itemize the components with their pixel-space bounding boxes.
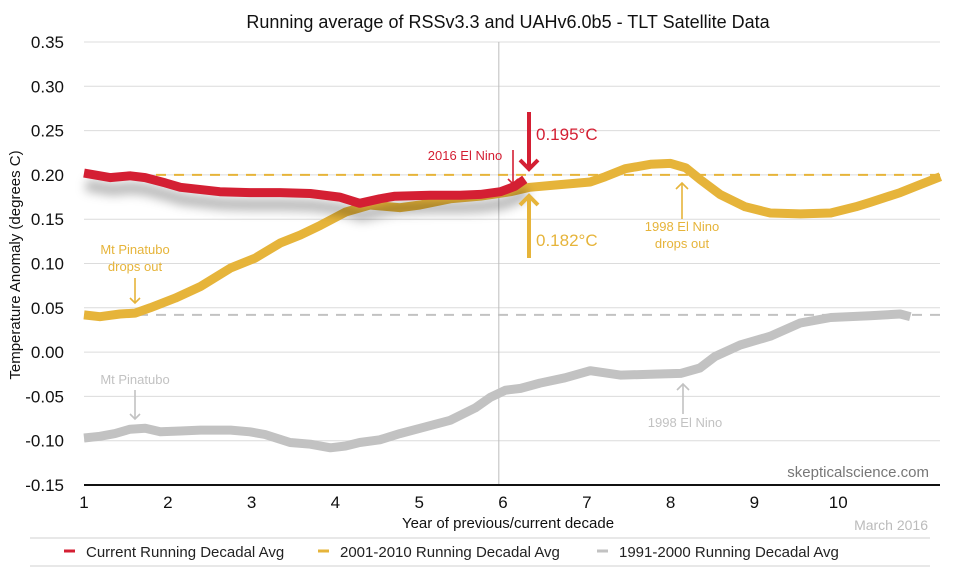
annotation-current-value: 0.195°C — [536, 125, 598, 144]
annotation-el-nino-2016: 2016 El Nino — [428, 148, 502, 163]
arrow-head — [129, 297, 141, 305]
arrow-head — [676, 382, 690, 391]
x-tick-label: 8 — [666, 493, 675, 512]
x-tick-label: 6 — [498, 493, 507, 512]
arrow-head — [675, 181, 689, 190]
legend-item: Current Running Decadal Avg — [64, 544, 284, 561]
arrow-head — [129, 413, 141, 421]
chart-title: Running average of RSSv3.3 and UAHv6.0b5… — [246, 12, 770, 32]
credit-text: skepticalscience.com — [787, 464, 929, 481]
arrow-head — [507, 178, 519, 186]
y-tick-labels: 0.35 0.30 0.25 0.20 0.15 0.10 0.05 0.00 -0.05 -0.… — [25, 33, 64, 495]
y-tick-label: 0.30 — [31, 77, 64, 96]
x-tick-label: 9 — [750, 493, 759, 512]
series-line — [83, 309, 912, 453]
y-tick-label: 0.10 — [31, 255, 64, 274]
x-tick-label: 10 — [829, 493, 848, 512]
x-tick-label: 5 — [414, 493, 423, 512]
annotation-el-nino-1998: 1998 El Nino — [648, 415, 722, 430]
y-tick-label: 0.05 — [31, 299, 64, 318]
x-tick-label: 4 — [331, 493, 340, 512]
annotations: 2016 El Nino 0.195°C 0.182°C Mt Pinatubo dro… — [100, 112, 722, 430]
x-tick-label: 1 — [79, 493, 88, 512]
arrow-gold-value — [518, 193, 540, 258]
y-tick-label: 0.20 — [31, 166, 64, 185]
x-tick-label: 2 — [163, 493, 172, 512]
series-lines — [83, 158, 943, 453]
y-tick-label: 0.35 — [31, 33, 64, 52]
arrow-el-nino-1998 — [676, 382, 690, 414]
y-tick-label: 0.15 — [31, 210, 64, 229]
legend-item: 1991-2000 Running Decadal Avg — [597, 544, 839, 561]
y-tick-label: -0.15 — [25, 476, 64, 495]
arrow-el-nino-2016 — [507, 150, 519, 186]
y-tick-label: 0.25 — [31, 122, 64, 141]
legend-label: 2001-2010 Running Decadal Avg — [340, 544, 560, 561]
legend-label: 1991-2000 Running Decadal Avg — [619, 544, 839, 561]
legend-item: 2001-2010 Running Decadal Avg — [318, 544, 560, 561]
y-tick-label: -0.10 — [25, 432, 64, 451]
series-line — [83, 168, 528, 208]
arrow-pinatubo-drops-out — [129, 278, 141, 305]
date-text: March 2016 — [854, 517, 928, 533]
arrow-head — [518, 193, 540, 207]
x-axis-label: Year of previous/current decade — [402, 515, 614, 532]
arrow-el-nino-1998-drops-out — [675, 181, 689, 219]
arrow-pinatubo — [129, 390, 141, 421]
annotation-el-nino-1998-drops-out: 1998 El Nino drops out — [645, 219, 719, 251]
arrow-head — [518, 158, 540, 172]
grid-lines — [84, 41, 940, 442]
y-tick-label: 0.00 — [31, 343, 64, 362]
y-tick-label: -0.05 — [25, 387, 64, 406]
annotation-pinatubo-drops-out: Mt Pinatubo drops out — [100, 242, 169, 274]
legend: Current Running Decadal Avg 2001-2010 Run… — [64, 544, 839, 561]
arrow-current-value — [518, 112, 540, 172]
series-shadow — [84, 179, 531, 222]
x-tick-label: 7 — [582, 493, 591, 512]
annotation-gold-value: 0.182°C — [536, 231, 598, 250]
x-tick-label: 3 — [247, 493, 256, 512]
legend-label: Current Running Decadal Avg — [86, 544, 284, 561]
x-tick-labels: 1 2 3 4 5 6 7 8 9 10 — [79, 493, 847, 512]
y-axis-label: Temperature Anomaly (degrees C) — [7, 150, 24, 379]
annotation-pinatubo: Mt Pinatubo — [100, 372, 169, 387]
